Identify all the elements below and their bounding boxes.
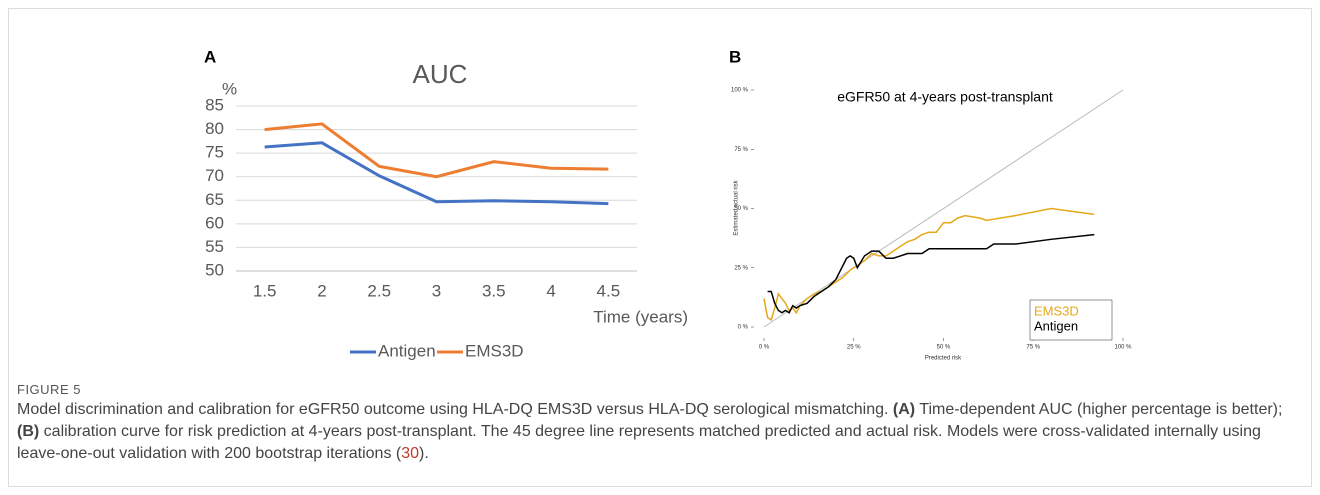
panel-label: B: [729, 47, 741, 66]
x-tick-label: 25 %: [847, 345, 861, 351]
y-tick-label: 100 %: [731, 88, 749, 94]
x-tick-label: 3: [432, 281, 441, 300]
y-tick-label: 0 %: [738, 325, 749, 331]
y-tick-label: 85: [205, 95, 224, 114]
x-tick-label: 0 %: [759, 345, 770, 351]
caption-text: calibration curve for risk prediction at…: [17, 423, 1261, 462]
reference-line: [763, 89, 1124, 328]
y-tick-label: 55: [205, 237, 224, 256]
legend-label: Antigen: [378, 341, 436, 360]
x-tick-label: 2: [317, 281, 326, 300]
legend-label: EMS3D: [1034, 303, 1079, 318]
x-tick-label: 3.5: [482, 281, 506, 300]
x-tick-label: 100 %: [1114, 345, 1132, 351]
figure-frame: [8, 8, 1312, 487]
caption-text: Model discrimination and calibration for…: [17, 401, 893, 418]
y-tick-label: 60: [205, 213, 224, 232]
caption-bold: (B): [17, 423, 40, 440]
x-tick-label: 4.5: [597, 281, 621, 300]
data-line: [767, 233, 1095, 314]
x-axis-label: Predicted risk: [925, 356, 962, 362]
y-tick-label: 25 %: [734, 265, 748, 271]
y-tick-label: 75 %: [734, 147, 748, 153]
x-tick-label: 4: [546, 281, 555, 300]
y-tick-label: 50 %: [734, 206, 748, 212]
caption-bold: (A): [892, 401, 916, 418]
x-tick-label: 1.5: [253, 281, 277, 300]
x-tick-label: 50 %: [937, 345, 951, 351]
legend-box: [1029, 299, 1113, 341]
figure-label: FIGURE 5: [17, 382, 81, 397]
chart-title: AUC: [413, 59, 468, 89]
y-tick-label: 70: [205, 166, 224, 185]
y-tick-label: 65: [205, 190, 224, 209]
y-axis-label: %: [222, 79, 237, 98]
data-line: [264, 141, 609, 206]
x-axis-label: Time (years): [593, 307, 688, 326]
data-line: [763, 207, 1095, 322]
y-axis-label: Estimated actual risk: [734, 179, 740, 235]
y-tick-label: 75: [205, 143, 224, 162]
chart-title: eGFR50 at 4-years post-transplant: [837, 89, 1053, 105]
y-tick-label: 80: [205, 119, 224, 138]
figure: A AUC% 50 55 60 65 70 75 80 85 1.5 2 2.5 3 3.5 4 4.5 Time…: [204, 47, 1132, 362]
x-tick-label: 75 %: [1026, 345, 1040, 351]
caption-text: ).: [419, 445, 429, 462]
x-tick-label: 2.5: [367, 281, 391, 300]
y-tick-label: 50: [205, 260, 224, 279]
data-line: [264, 122, 609, 179]
legend-label: Antigen: [1034, 318, 1078, 333]
citation: 30: [401, 445, 420, 462]
legend-label: EMS3D: [465, 341, 524, 360]
caption: Model discrimination and calibration for…: [17, 399, 1302, 465]
caption-text: Time-dependent AUC (higher percentage is…: [915, 401, 1283, 418]
panel-label: A: [204, 47, 216, 66]
